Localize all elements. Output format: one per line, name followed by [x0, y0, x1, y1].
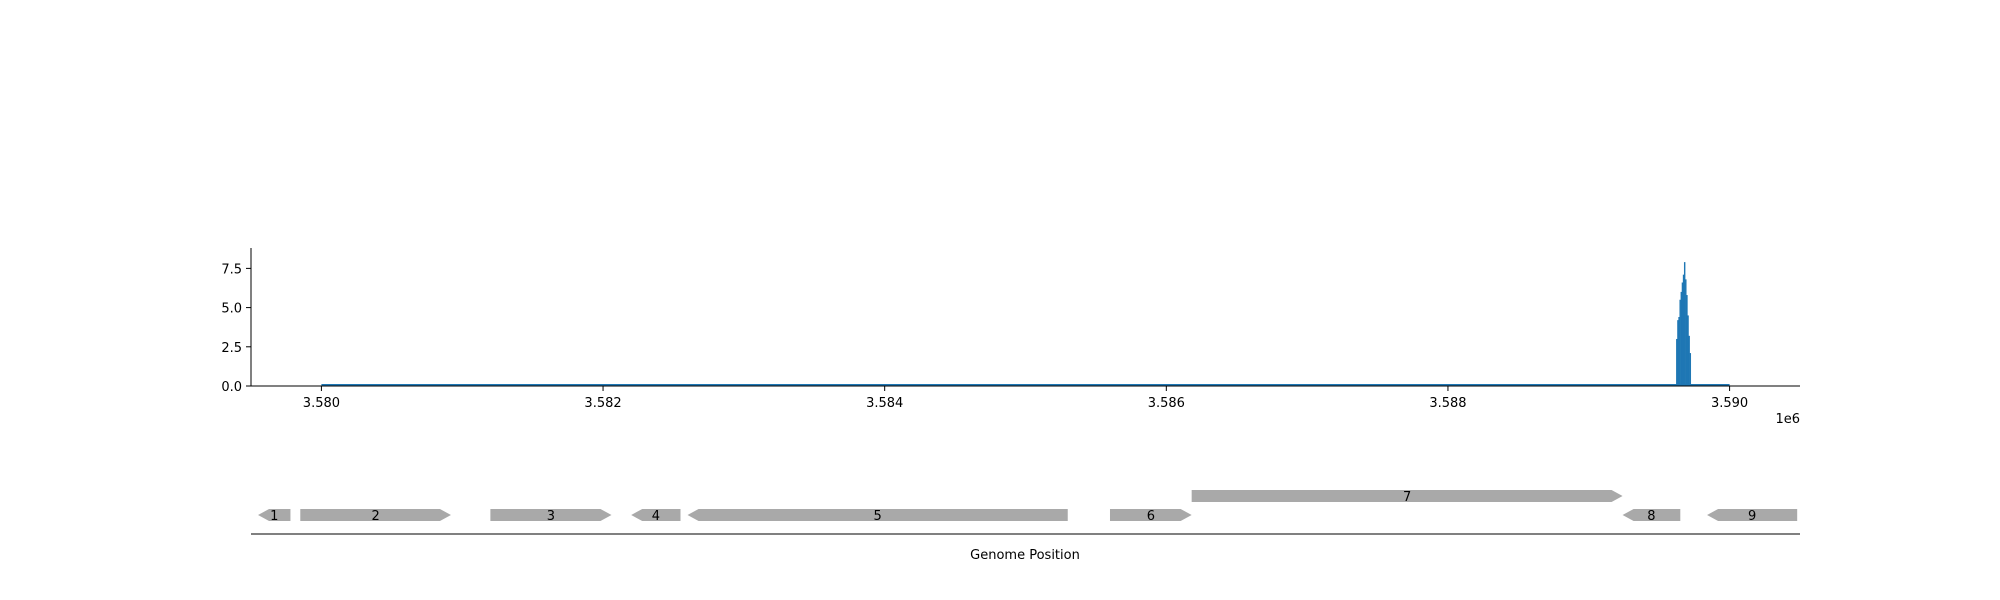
gene-feature: 6 [1109, 509, 1192, 524]
gene-feature: 3 [490, 509, 612, 524]
gene-track-panel: 1 2 3 4 5 6 7 8 9 Genome Position [251, 490, 1800, 563]
coverage-bar [1679, 299, 1681, 386]
coverage-bar [1678, 317, 1680, 386]
x-axis-ticks: 3.580 3.582 3.584 3.586 3.588 3.590 [303, 386, 1748, 411]
gene-arrow [1191, 490, 1623, 502]
y-tick-label: 0.0 [221, 380, 242, 395]
x-axis-offset-label: 1e6 [1775, 412, 1800, 427]
x-tick-label: 3.582 [584, 396, 621, 411]
x-tick-label: 3.590 [1711, 396, 1748, 411]
gene-arrow [490, 509, 612, 521]
y-tick-label: 7.5 [221, 262, 242, 277]
coverage-bar [1685, 279, 1687, 386]
coverage-panel: 3.580 3.582 3.584 3.586 3.588 3.590 0.0 2.5 5.0… [221, 248, 1800, 427]
gene-label: 8 [1647, 509, 1655, 524]
gene-arrow [631, 509, 681, 521]
gene-arrow [258, 509, 291, 521]
gene-arrow [1622, 509, 1681, 521]
coverage-bar [1688, 335, 1690, 386]
coverage-bar [1683, 262, 1686, 386]
coverage-bar [1680, 291, 1683, 386]
gene-feature: 7 [1191, 490, 1623, 505]
gene-label: 2 [371, 509, 379, 524]
coverage-bar [1687, 315, 1689, 386]
gene-arrow [687, 509, 1068, 521]
gene-features: 1 2 3 4 5 6 7 8 9 [258, 490, 1798, 524]
x-tick-label: 3.588 [1429, 396, 1466, 411]
coverage-bar [1682, 274, 1685, 386]
gene-feature: 2 [300, 509, 451, 524]
gene-label: 5 [874, 509, 882, 524]
gene-arrow [1707, 509, 1798, 521]
coverage-series [321, 262, 1730, 386]
x-tick-label: 3.580 [303, 396, 340, 411]
gene-track-xlabel: Genome Position [970, 548, 1080, 563]
y-tick-label: 5.0 [221, 302, 242, 317]
gene-feature: 9 [1707, 509, 1798, 524]
coverage-bar [1689, 353, 1692, 386]
y-axis-ticks: 0.0 2.5 5.0 7.5 [221, 262, 251, 395]
gene-label: 4 [652, 509, 660, 524]
coverage-bar [1677, 320, 1679, 386]
coverage-bar [1681, 282, 1684, 386]
gene-feature: 4 [631, 509, 681, 524]
y-tick-label: 2.5 [221, 341, 242, 356]
gene-label: 1 [270, 509, 278, 524]
gene-feature: 1 [258, 509, 291, 524]
x-tick-label: 3.584 [866, 396, 903, 411]
gene-feature: 8 [1622, 509, 1681, 524]
gene-label: 6 [1147, 509, 1155, 524]
coverage-bar [1676, 338, 1678, 386]
coverage-bar [1686, 295, 1688, 386]
gene-feature: 5 [687, 509, 1068, 524]
x-tick-label: 3.586 [1148, 396, 1185, 411]
gene-arrow [1109, 509, 1192, 521]
gene-label: 3 [547, 509, 555, 524]
gene-label: 9 [1748, 509, 1756, 524]
gene-label: 7 [1403, 490, 1411, 505]
gene-arrow [300, 509, 451, 521]
